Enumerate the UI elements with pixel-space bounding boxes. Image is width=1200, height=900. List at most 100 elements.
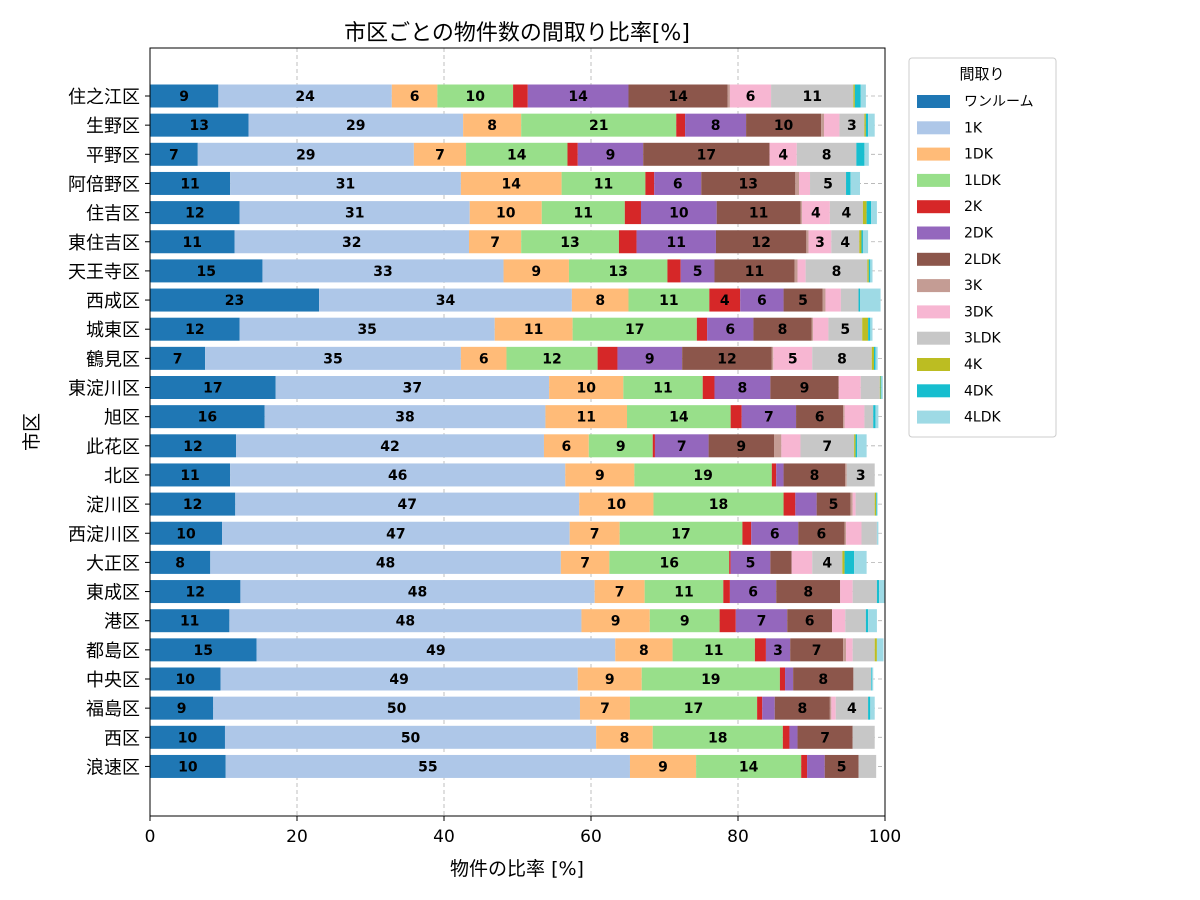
- bar-segment: [795, 171, 800, 195]
- data-label: 3: [856, 468, 866, 484]
- bar-segment: [702, 376, 715, 399]
- data-label: 8: [810, 468, 820, 484]
- data-label: 14: [507, 147, 527, 163]
- bar-segment: [825, 288, 841, 312]
- data-label: 18: [708, 730, 727, 746]
- bar-segment: [868, 696, 871, 720]
- chart-title: 市区ごとの物件数の間取り比率[%]: [344, 21, 690, 46]
- data-label: 48: [396, 614, 415, 630]
- bar-segment: [653, 492, 784, 516]
- bar-segment: [787, 609, 833, 633]
- bar-segment: [197, 142, 414, 166]
- legend-label: 3DK: [964, 304, 994, 320]
- data-label: 9: [658, 759, 668, 775]
- bar-segment: [594, 580, 645, 604]
- bar-segment: [850, 492, 853, 516]
- bar-segment: [871, 667, 874, 691]
- data-label: 12: [717, 351, 736, 367]
- bar-segment: [781, 434, 801, 458]
- data-label: 15: [196, 264, 215, 280]
- legend-swatch: [917, 147, 950, 161]
- bar-segment: [629, 754, 697, 778]
- bar-segment: [150, 550, 211, 574]
- bar-segment: [623, 376, 703, 399]
- bar-segment: [701, 171, 796, 195]
- data-label: 8: [738, 381, 748, 397]
- bar-segment: [150, 492, 236, 516]
- data-label: 6: [562, 439, 572, 455]
- data-label: 5: [829, 497, 839, 513]
- data-label: 11: [674, 585, 693, 601]
- data-label: 6: [673, 176, 683, 192]
- data-label: 5: [798, 293, 808, 309]
- bar-segment: [676, 113, 686, 137]
- bar-segment: [864, 405, 874, 429]
- data-label: 6: [746, 89, 756, 105]
- data-label: 9: [179, 89, 189, 105]
- bar-segment: [790, 638, 844, 662]
- data-label: 4: [778, 147, 788, 163]
- bar-segment: [796, 405, 844, 429]
- bar-segment: [879, 376, 881, 399]
- bar-segment: [858, 288, 861, 312]
- bar-segment: [876, 638, 884, 662]
- data-label: 7: [600, 701, 610, 717]
- data-label: 11: [576, 410, 595, 426]
- data-label: 7: [615, 585, 625, 601]
- bar-segment: [871, 346, 874, 370]
- bar-segment: [527, 84, 629, 108]
- bar-segment: [597, 346, 618, 370]
- legend-swatch: [917, 252, 950, 266]
- bar-segment: [794, 259, 798, 283]
- bar-segment: [150, 580, 241, 604]
- bar-segment: [568, 259, 668, 283]
- bar-segment: [256, 638, 616, 662]
- data-label: 6: [770, 526, 780, 542]
- y-tick-label: 西淀川区: [68, 524, 140, 545]
- bar-segment: [229, 609, 582, 633]
- bar-segment: [230, 463, 566, 487]
- bar-segment: [567, 142, 578, 166]
- bar-segment: [596, 725, 653, 749]
- bar-segment: [852, 638, 875, 662]
- y-tick-label: 浪速区: [86, 757, 140, 778]
- data-label: 13: [608, 264, 627, 280]
- data-label: 10: [465, 89, 485, 105]
- data-label: 48: [408, 585, 427, 601]
- data-label: 7: [812, 643, 822, 659]
- bar-segment: [855, 492, 875, 516]
- legend-label: 1DK: [964, 147, 994, 163]
- bar-segment: [808, 230, 832, 254]
- bar-segment: [460, 171, 562, 195]
- data-label: 13: [190, 118, 209, 134]
- y-tick-label: 住吉区: [86, 204, 140, 225]
- data-label: 13: [560, 235, 579, 251]
- y-tick-label: 天王寺区: [68, 262, 140, 283]
- bar-segment: [682, 346, 772, 370]
- bar-segment: [852, 492, 856, 516]
- bar-segment: [751, 521, 799, 545]
- data-label: 7: [435, 147, 445, 163]
- data-label: 13: [739, 176, 758, 192]
- bar-segment: [150, 696, 214, 720]
- bar-segment: [800, 434, 855, 458]
- data-label: 6: [757, 293, 767, 309]
- bar-segment: [873, 405, 876, 429]
- bar-segment: [854, 550, 867, 574]
- bar-segment: [615, 638, 673, 662]
- bar-segment: [776, 580, 841, 604]
- data-label: 9: [616, 439, 626, 455]
- data-label: 11: [183, 235, 202, 251]
- bar-segment: [150, 142, 198, 166]
- bar-segment: [857, 434, 867, 458]
- bar-segment: [870, 696, 875, 720]
- data-label: 8: [803, 585, 813, 601]
- bar-segment: [797, 725, 853, 749]
- data-label: 11: [653, 381, 672, 397]
- legend-swatch: [917, 173, 950, 187]
- bar-segment: [543, 434, 589, 458]
- bar-segment: [881, 376, 883, 399]
- bar-segment: [729, 580, 777, 604]
- bar-segment: [844, 550, 855, 574]
